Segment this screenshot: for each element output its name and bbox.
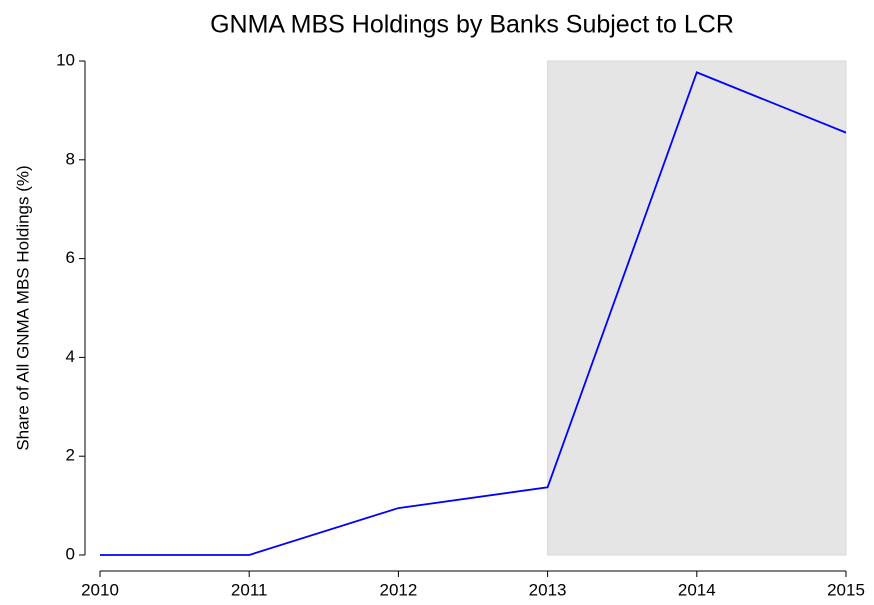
- x-tick-label: 2015: [827, 580, 865, 599]
- y-tick-label: 6: [66, 248, 75, 267]
- x-tick-label: 2011: [231, 580, 268, 599]
- y-axis-label: Share of All GNMA MBS Holdings (%): [13, 165, 32, 450]
- chart-title: GNMA MBS Holdings by Banks Subject to LC…: [210, 11, 734, 39]
- y-tick-label: 8: [66, 149, 75, 168]
- y-tick-label: 0: [66, 544, 75, 563]
- x-tick-label: 2012: [379, 580, 417, 599]
- y-tick-label: 4: [66, 347, 75, 366]
- x-tick-label: 2010: [81, 580, 119, 599]
- line: [100, 71, 847, 556]
- shaded-region: [547, 60, 847, 556]
- x-tick-label: 2013: [529, 580, 567, 599]
- y-tick-label: 2: [66, 446, 75, 465]
- y-tick-label: 10: [56, 50, 75, 69]
- x-tick-label: 2014: [678, 580, 716, 599]
